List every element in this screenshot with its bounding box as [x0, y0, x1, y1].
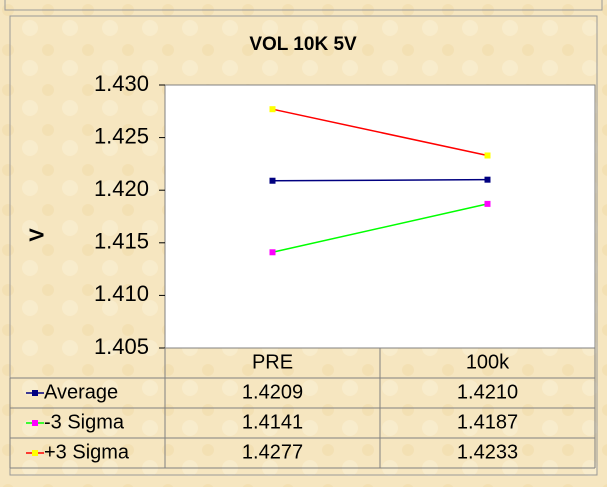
table-value: 1.4141: [242, 411, 303, 433]
legend-label: -3 Sigma: [44, 411, 125, 433]
legend-key-marker: [32, 390, 38, 396]
legend-key-marker: [32, 420, 38, 426]
y-tick-label: 1.410: [94, 281, 149, 306]
table-value: 1.4277: [242, 441, 303, 463]
series-line: [272, 178, 488, 182]
series-line: [272, 203, 488, 253]
y-axis-label: V: [26, 228, 48, 242]
marker: [484, 176, 491, 183]
plot-area: [164, 84, 596, 349]
marker: [484, 200, 491, 207]
y-tick-label: 1.415: [94, 229, 149, 254]
legend-key-marker: [32, 450, 38, 456]
top-frame: [4, 0, 603, 11]
marker: [269, 249, 276, 256]
chart-title: VOL 10K 5V: [249, 34, 357, 55]
y-tick-label: 1.425: [94, 123, 149, 148]
marker: [484, 152, 491, 159]
x-tick-label: PRE: [252, 351, 293, 373]
table-value: 1.4209: [242, 381, 303, 403]
table-value: 1.4210: [457, 381, 518, 403]
y-tick-label: 1.420: [94, 176, 149, 201]
legend-label: +3 Sigma: [44, 441, 130, 463]
y-tick-label: 1.430: [94, 71, 149, 96]
legend-label: Average: [44, 381, 118, 403]
x-tick-label: 100k: [466, 351, 510, 373]
marker: [269, 177, 276, 184]
chart-frame: [9, 15, 598, 476]
marker: [269, 106, 276, 113]
y-tick-label: 1.405: [94, 334, 149, 359]
table-value: 1.4233: [457, 441, 518, 463]
table-value: 1.4187: [457, 411, 518, 433]
series-line: [272, 108, 488, 157]
